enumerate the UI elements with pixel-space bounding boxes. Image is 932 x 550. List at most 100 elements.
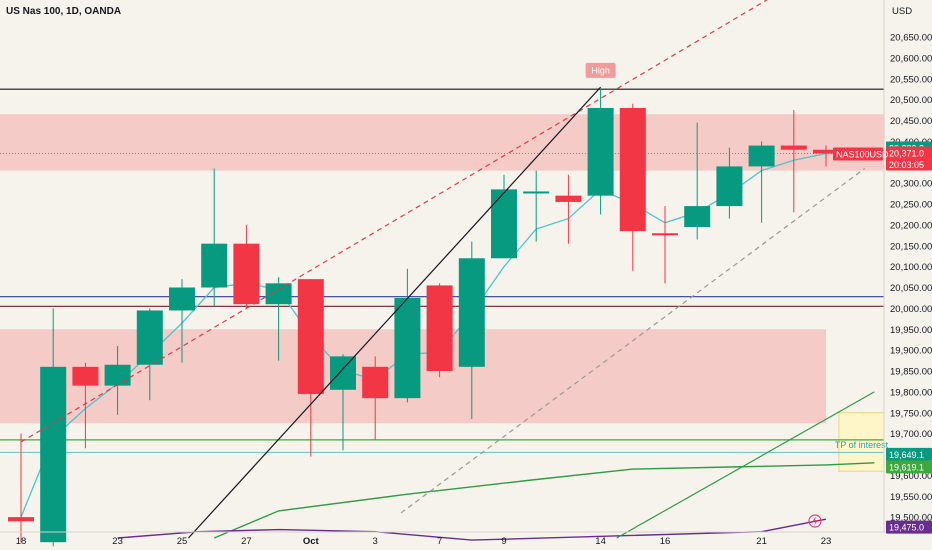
- trend-lines-layer: [20, 0, 875, 539]
- trend-line-1: [187, 86, 602, 539]
- y-tick-label: 20,200.00: [890, 220, 932, 231]
- candle-18: [587, 89, 614, 215]
- y-tick-label: 19,800.00: [890, 387, 932, 398]
- candles-layer: [8, 89, 839, 547]
- trend-line-3: [616, 391, 875, 539]
- candle-16: [523, 170, 550, 242]
- y-tick-label: 20,000.00: [890, 304, 932, 315]
- ma-curve-0: [213, 462, 875, 539]
- x-tick-label: 25: [177, 536, 188, 547]
- x-tick-label: 18: [16, 536, 27, 547]
- zone-label: TP of interest: [835, 440, 889, 450]
- markers-layer: High: [585, 62, 616, 78]
- x-tick-label: 23: [112, 536, 123, 547]
- candle-body: [587, 107, 614, 196]
- candle-body: [136, 310, 163, 365]
- candle-23: [748, 141, 775, 223]
- y-tick-label: 19,550.00: [890, 492, 932, 503]
- candle-22: [716, 147, 743, 219]
- price-tag-text-4: 19,475.0: [889, 523, 924, 533]
- candle-body: [394, 297, 421, 399]
- candle-body: [40, 366, 67, 543]
- candle-body: [8, 517, 34, 522]
- candle-4: [136, 308, 163, 401]
- countdown-tag: [886, 158, 932, 171]
- price-labels-layer: 20,382.820,371.019,649.119,619.119,475.0…: [833, 141, 932, 534]
- candle-15: [491, 174, 517, 259]
- candle-body: [491, 189, 517, 259]
- y-tick-label: 19,700.00: [890, 429, 932, 440]
- y-tick-label: 19,850.00: [890, 367, 932, 378]
- y-tick-label: 19,750.00: [890, 408, 932, 419]
- candle-body: [619, 107, 646, 232]
- y-tick-label: 20,050.00: [890, 283, 932, 294]
- x-tick-label: 27: [241, 536, 252, 547]
- x-tick-label: 16: [660, 536, 671, 547]
- y-tick-label: 19,600.00: [890, 471, 932, 482]
- x-tick-label: 9: [501, 536, 506, 547]
- y-tick-label: 20,650.00: [890, 33, 932, 44]
- x-tick-label: 21: [756, 536, 767, 547]
- candle-1: [40, 308, 67, 547]
- x-tick-label: 23: [821, 536, 832, 547]
- price-tag-1: [886, 146, 932, 160]
- price-axis[interactable]: 19,500.0019,550.0019,600.0019,650.0019,7…: [890, 33, 932, 524]
- y-tick-label: 20,500.00: [890, 95, 932, 106]
- y-tick-label: 20,250.00: [890, 200, 932, 211]
- candle-body: [523, 191, 550, 194]
- candle-body: [555, 195, 582, 202]
- candle-body: [426, 285, 453, 371]
- candle-6: [201, 168, 228, 307]
- y-tick-label: 20,450.00: [890, 116, 932, 127]
- candle-body: [652, 233, 678, 236]
- candle-10: [330, 354, 356, 451]
- candle-14: [458, 241, 485, 420]
- candle-body: [684, 206, 711, 227]
- y-tick-label: 20,550.00: [890, 74, 932, 85]
- x-tick-label: 7: [437, 536, 442, 547]
- y-tick-label: 19,900.00: [890, 346, 932, 357]
- price-tag-text-2: 19,649.1: [889, 450, 924, 460]
- candle-24: [780, 110, 807, 213]
- instrument-tag-text: NAS100USD: [836, 149, 889, 159]
- instrument-tag: [833, 147, 883, 161]
- candle-body: [748, 145, 775, 167]
- candle-body: [780, 145, 807, 150]
- candle-body: [813, 149, 839, 154]
- zone-0: [0, 114, 884, 171]
- currency-label[interactable]: USD: [892, 6, 912, 17]
- candle-7: [233, 224, 260, 309]
- candle-11: [362, 356, 389, 440]
- candle-19: [619, 103, 646, 271]
- candle-body: [458, 258, 485, 367]
- candle-body: [72, 366, 99, 386]
- x-tick-label: 3: [373, 536, 378, 547]
- candle-body: [169, 287, 195, 311]
- candle-8: [265, 277, 292, 361]
- y-tick-label: 20,600.00: [890, 53, 932, 64]
- candle-25: [813, 145, 839, 167]
- candle-0: [8, 433, 34, 543]
- price-tag-4: [886, 520, 932, 534]
- candle-body: [233, 243, 260, 305]
- high-marker-box: [585, 62, 616, 78]
- candle-9: [297, 279, 324, 457]
- y-tick-label: 20,150.00: [890, 241, 932, 252]
- x-tick-label: Oct: [303, 536, 320, 547]
- time-axis[interactable]: 18 23 25 27 Oct 3 7 9 14 16 21 23: [16, 536, 832, 547]
- alert-icon[interactable]: [808, 514, 822, 528]
- x-tick-label: 14: [595, 536, 606, 547]
- candle-17: [555, 174, 582, 244]
- candle-body: [297, 279, 324, 394]
- candle-body: [201, 243, 228, 288]
- y-tick-label: 19,500.00: [890, 513, 932, 524]
- candle-2: [72, 362, 99, 449]
- candle-21: [684, 122, 711, 240]
- chart-title: US Nas 100, 1D, OANDA: [6, 6, 121, 17]
- y-tick-label: 20,300.00: [890, 179, 932, 190]
- candle-body: [362, 366, 389, 399]
- candle-body: [330, 356, 356, 390]
- candle-20: [652, 206, 678, 284]
- candle-12: [394, 268, 421, 403]
